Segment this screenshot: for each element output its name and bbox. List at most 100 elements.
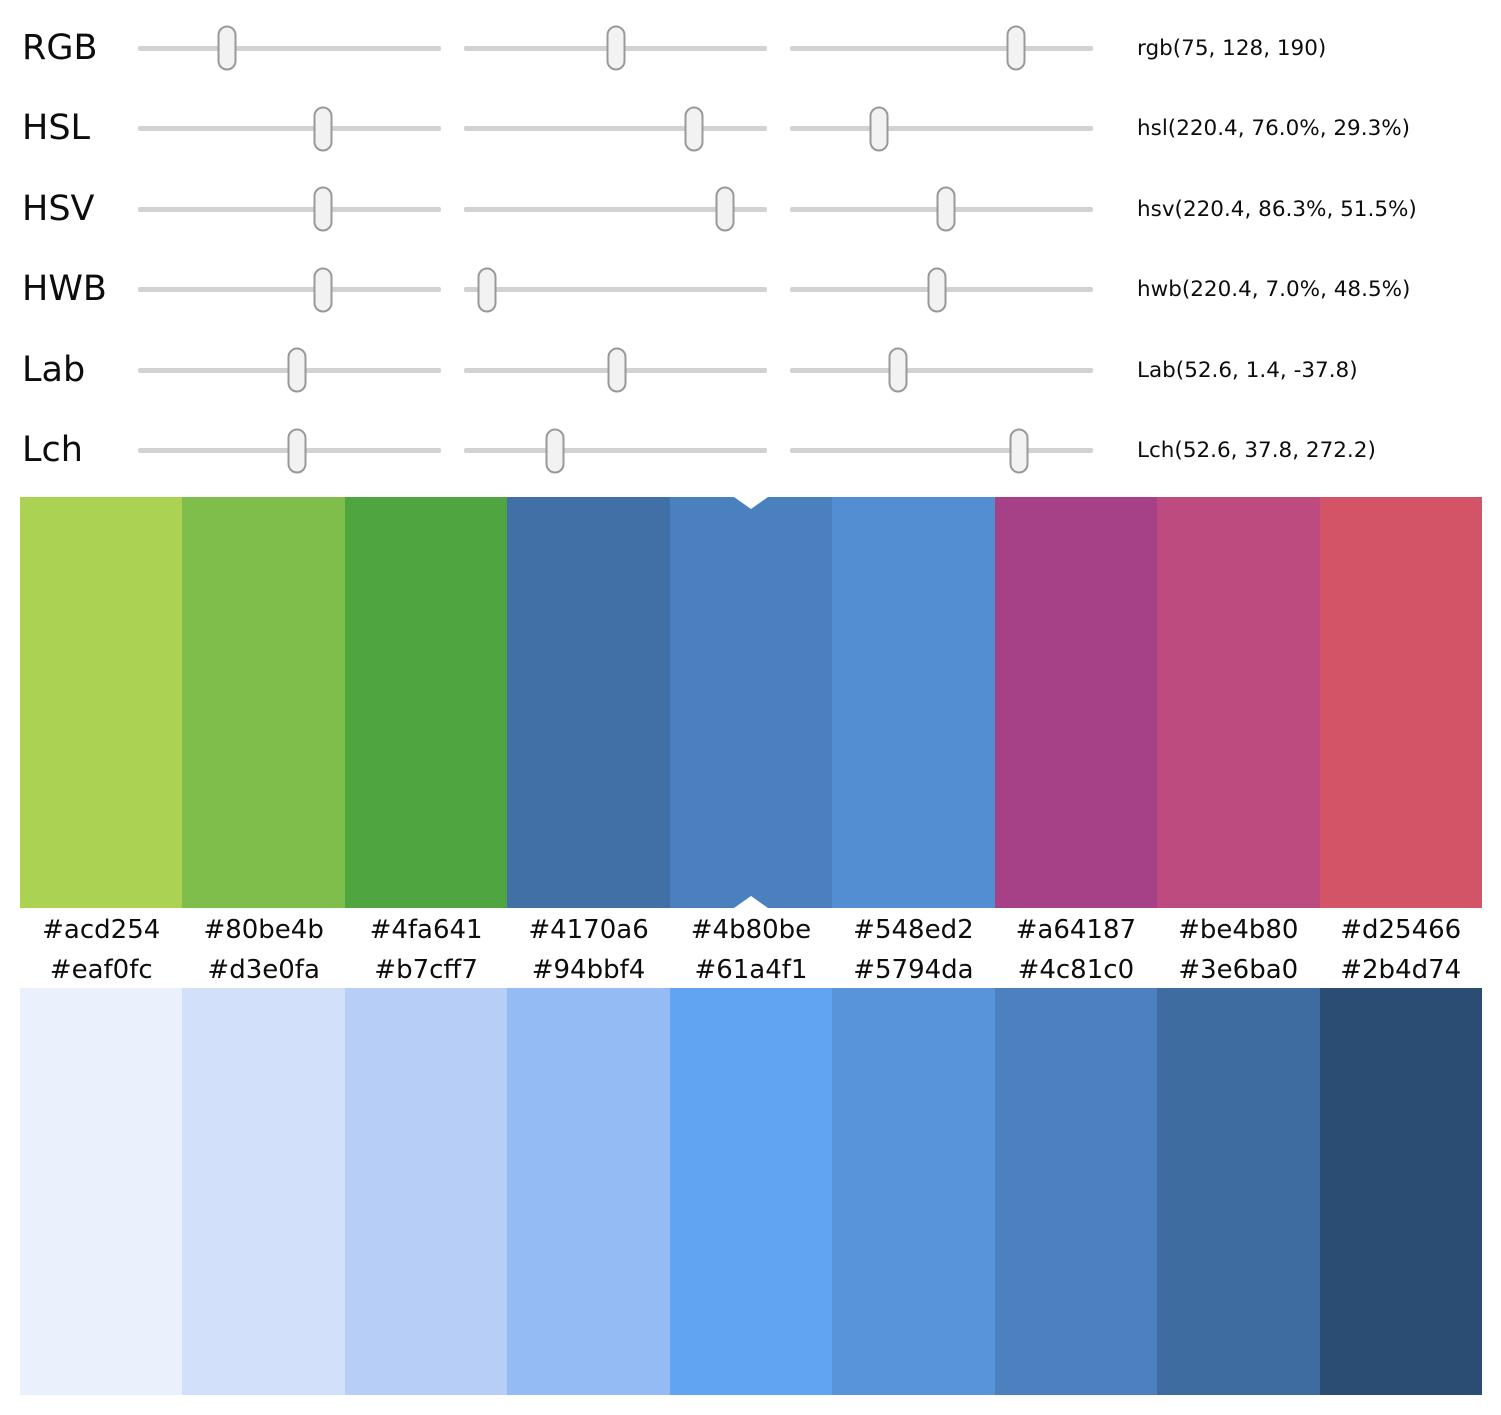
slider-row-rgb: RGB rgb(75, 128, 190) [22, 8, 1501, 89]
lab-value-text: Lab(52.6, 1.4, -37.8) [1137, 357, 1358, 383]
hwb-blackness-slider[interactable] [790, 266, 1093, 314]
palette-swatch[interactable] [1157, 988, 1320, 1395]
palette-swatch[interactable] [20, 988, 183, 1395]
lab-a-slider-thumb[interactable] [607, 347, 627, 393]
hsl-hue-slider[interactable] [138, 105, 441, 153]
hex-label: #3e6ba0 [1178, 955, 1299, 985]
hex-label: #acd254 [42, 915, 161, 945]
hsl-saturation-slider[interactable] [464, 105, 767, 153]
slider-rail [790, 448, 1093, 454]
slider-row-hsl: HSL hsl(220.4, 76.0%, 29.3%) [22, 89, 1501, 170]
hex-label: #94bbf4 [531, 955, 646, 985]
hex-label: #a64187 [1015, 915, 1137, 945]
hwb-whiteness-slider[interactable] [464, 266, 767, 314]
slider-rail [464, 448, 767, 454]
palette-swatch[interactable] [1319, 988, 1482, 1395]
slider-rail [138, 287, 441, 293]
palette-swatch[interactable] [507, 988, 670, 1395]
hsv-hue-slider-thumb[interactable] [313, 186, 333, 232]
hex-label: #4b80be [690, 915, 812, 945]
hex-label: #2b4d74 [1340, 955, 1462, 985]
lch-l-slider-thumb[interactable] [287, 428, 307, 474]
slider-row-lch: Lch Lch(52.6, 37.8, 272.2) [22, 411, 1501, 492]
palette-swatch[interactable] [832, 988, 995, 1395]
slider-section: RGB rgb(75, 128, 190) HSL [0, 0, 1501, 491]
palette-swatch[interactable] [669, 497, 833, 908]
hex-label: #d3e0fa [207, 955, 320, 985]
rgb-blue-slider[interactable] [790, 24, 1093, 72]
palette-swatch[interactable] [20, 497, 183, 908]
lab-l-slider[interactable] [138, 346, 441, 394]
palette-swatch[interactable] [669, 988, 833, 1395]
lch-h-slider[interactable] [790, 427, 1093, 475]
hex-label: #eaf0fc [49, 955, 153, 985]
slider-row-rgb-label: RGB [22, 27, 98, 68]
palette-section: #acd254 #80be4b #4fa641 #4170a6 #4b80be … [20, 497, 1482, 1395]
lch-value-text: Lch(52.6, 37.8, 272.2) [1137, 438, 1376, 464]
rgb-red-slider[interactable] [138, 24, 441, 72]
palette-swatch[interactable] [1319, 497, 1482, 908]
hsv-value-text: hsv(220.4, 86.3%, 51.5%) [1137, 196, 1417, 222]
slider-row-lch-label: Lch [22, 430, 83, 471]
rgb-value-text: rgb(75, 128, 190) [1137, 35, 1327, 61]
slider-rail [138, 45, 441, 51]
hsl-saturation-slider-thumb[interactable] [684, 106, 704, 152]
slider-row-lab-label: Lab [22, 349, 86, 390]
slider-rail [790, 367, 1093, 373]
slider-row-hsl-label: HSL [22, 108, 91, 149]
hex-label: #4170a6 [528, 915, 649, 945]
hsl-lightness-slider[interactable] [790, 105, 1093, 153]
lab-a-slider[interactable] [464, 346, 767, 394]
palette-swatch[interactable] [832, 497, 995, 908]
slider-row-hsv: HSV hsv(220.4, 86.3%, 51.5%) [22, 169, 1501, 250]
rgb-green-slider[interactable] [464, 24, 767, 72]
hwb-whiteness-slider-thumb[interactable] [477, 267, 497, 313]
rgb-blue-slider-thumb[interactable] [1006, 25, 1026, 71]
hsl-hue-slider-thumb[interactable] [313, 106, 333, 152]
palette-swatch[interactable] [182, 497, 345, 908]
lab-b-slider-thumb[interactable] [888, 347, 908, 393]
lch-h-slider-thumb[interactable] [1009, 428, 1029, 474]
hwb-hue-slider-thumb[interactable] [313, 267, 333, 313]
palette-swatch[interactable] [1157, 497, 1320, 908]
lab-b-slider[interactable] [790, 346, 1093, 394]
lch-c-slider-thumb[interactable] [545, 428, 565, 474]
lch-l-slider[interactable] [138, 427, 441, 475]
rgb-green-slider-thumb[interactable] [606, 25, 626, 71]
lch-c-slider[interactable] [464, 427, 767, 475]
hsv-value-slider-thumb[interactable] [936, 186, 956, 232]
palette-swatch[interactable] [344, 988, 508, 1395]
slider-rail [464, 126, 767, 132]
hex-label: #be4b80 [1178, 915, 1299, 945]
palette-swatch[interactable] [344, 497, 508, 908]
hsl-value-text: hsl(220.4, 76.0%, 29.3%) [1137, 116, 1411, 142]
hex-label: #80be4b [203, 915, 324, 945]
palette-swatch[interactable] [994, 988, 1158, 1395]
rgb-red-slider-thumb[interactable] [217, 25, 237, 71]
slider-row-hwb: HWB hwb(220.4, 7.0%, 48.5%) [22, 250, 1501, 331]
palette-swatch[interactable] [994, 497, 1158, 908]
tint-palette-hex-row: #eaf0fc #d3e0fa #b7cff7 #94bbf4 #61a4f1 … [20, 952, 1482, 988]
palette-swatch[interactable] [182, 988, 345, 1395]
hwb-blackness-slider-thumb[interactable] [927, 267, 947, 313]
hex-label: #61a4f1 [694, 955, 808, 985]
hsv-saturation-slider[interactable] [464, 185, 767, 233]
hsv-saturation-slider-thumb[interactable] [715, 186, 735, 232]
selection-notch-bottom [733, 896, 768, 908]
hex-label: #4fa641 [369, 915, 483, 945]
hwb-hue-slider[interactable] [138, 266, 441, 314]
slider-rail [138, 126, 441, 132]
slider-rail [464, 287, 767, 293]
lab-l-slider-thumb[interactable] [287, 347, 307, 393]
hsv-hue-slider[interactable] [138, 185, 441, 233]
hsl-lightness-slider-thumb[interactable] [869, 106, 889, 152]
slider-row-lab: Lab Lab(52.6, 1.4, -37.8) [22, 330, 1501, 411]
hex-label: #b7cff7 [374, 955, 478, 985]
slider-rail [138, 206, 441, 212]
hsv-value-slider[interactable] [790, 185, 1093, 233]
palette-swatch[interactable] [507, 497, 670, 908]
slider-rail [790, 126, 1093, 132]
hex-label: #5794da [853, 955, 974, 985]
hex-label: #d25466 [1340, 915, 1462, 945]
